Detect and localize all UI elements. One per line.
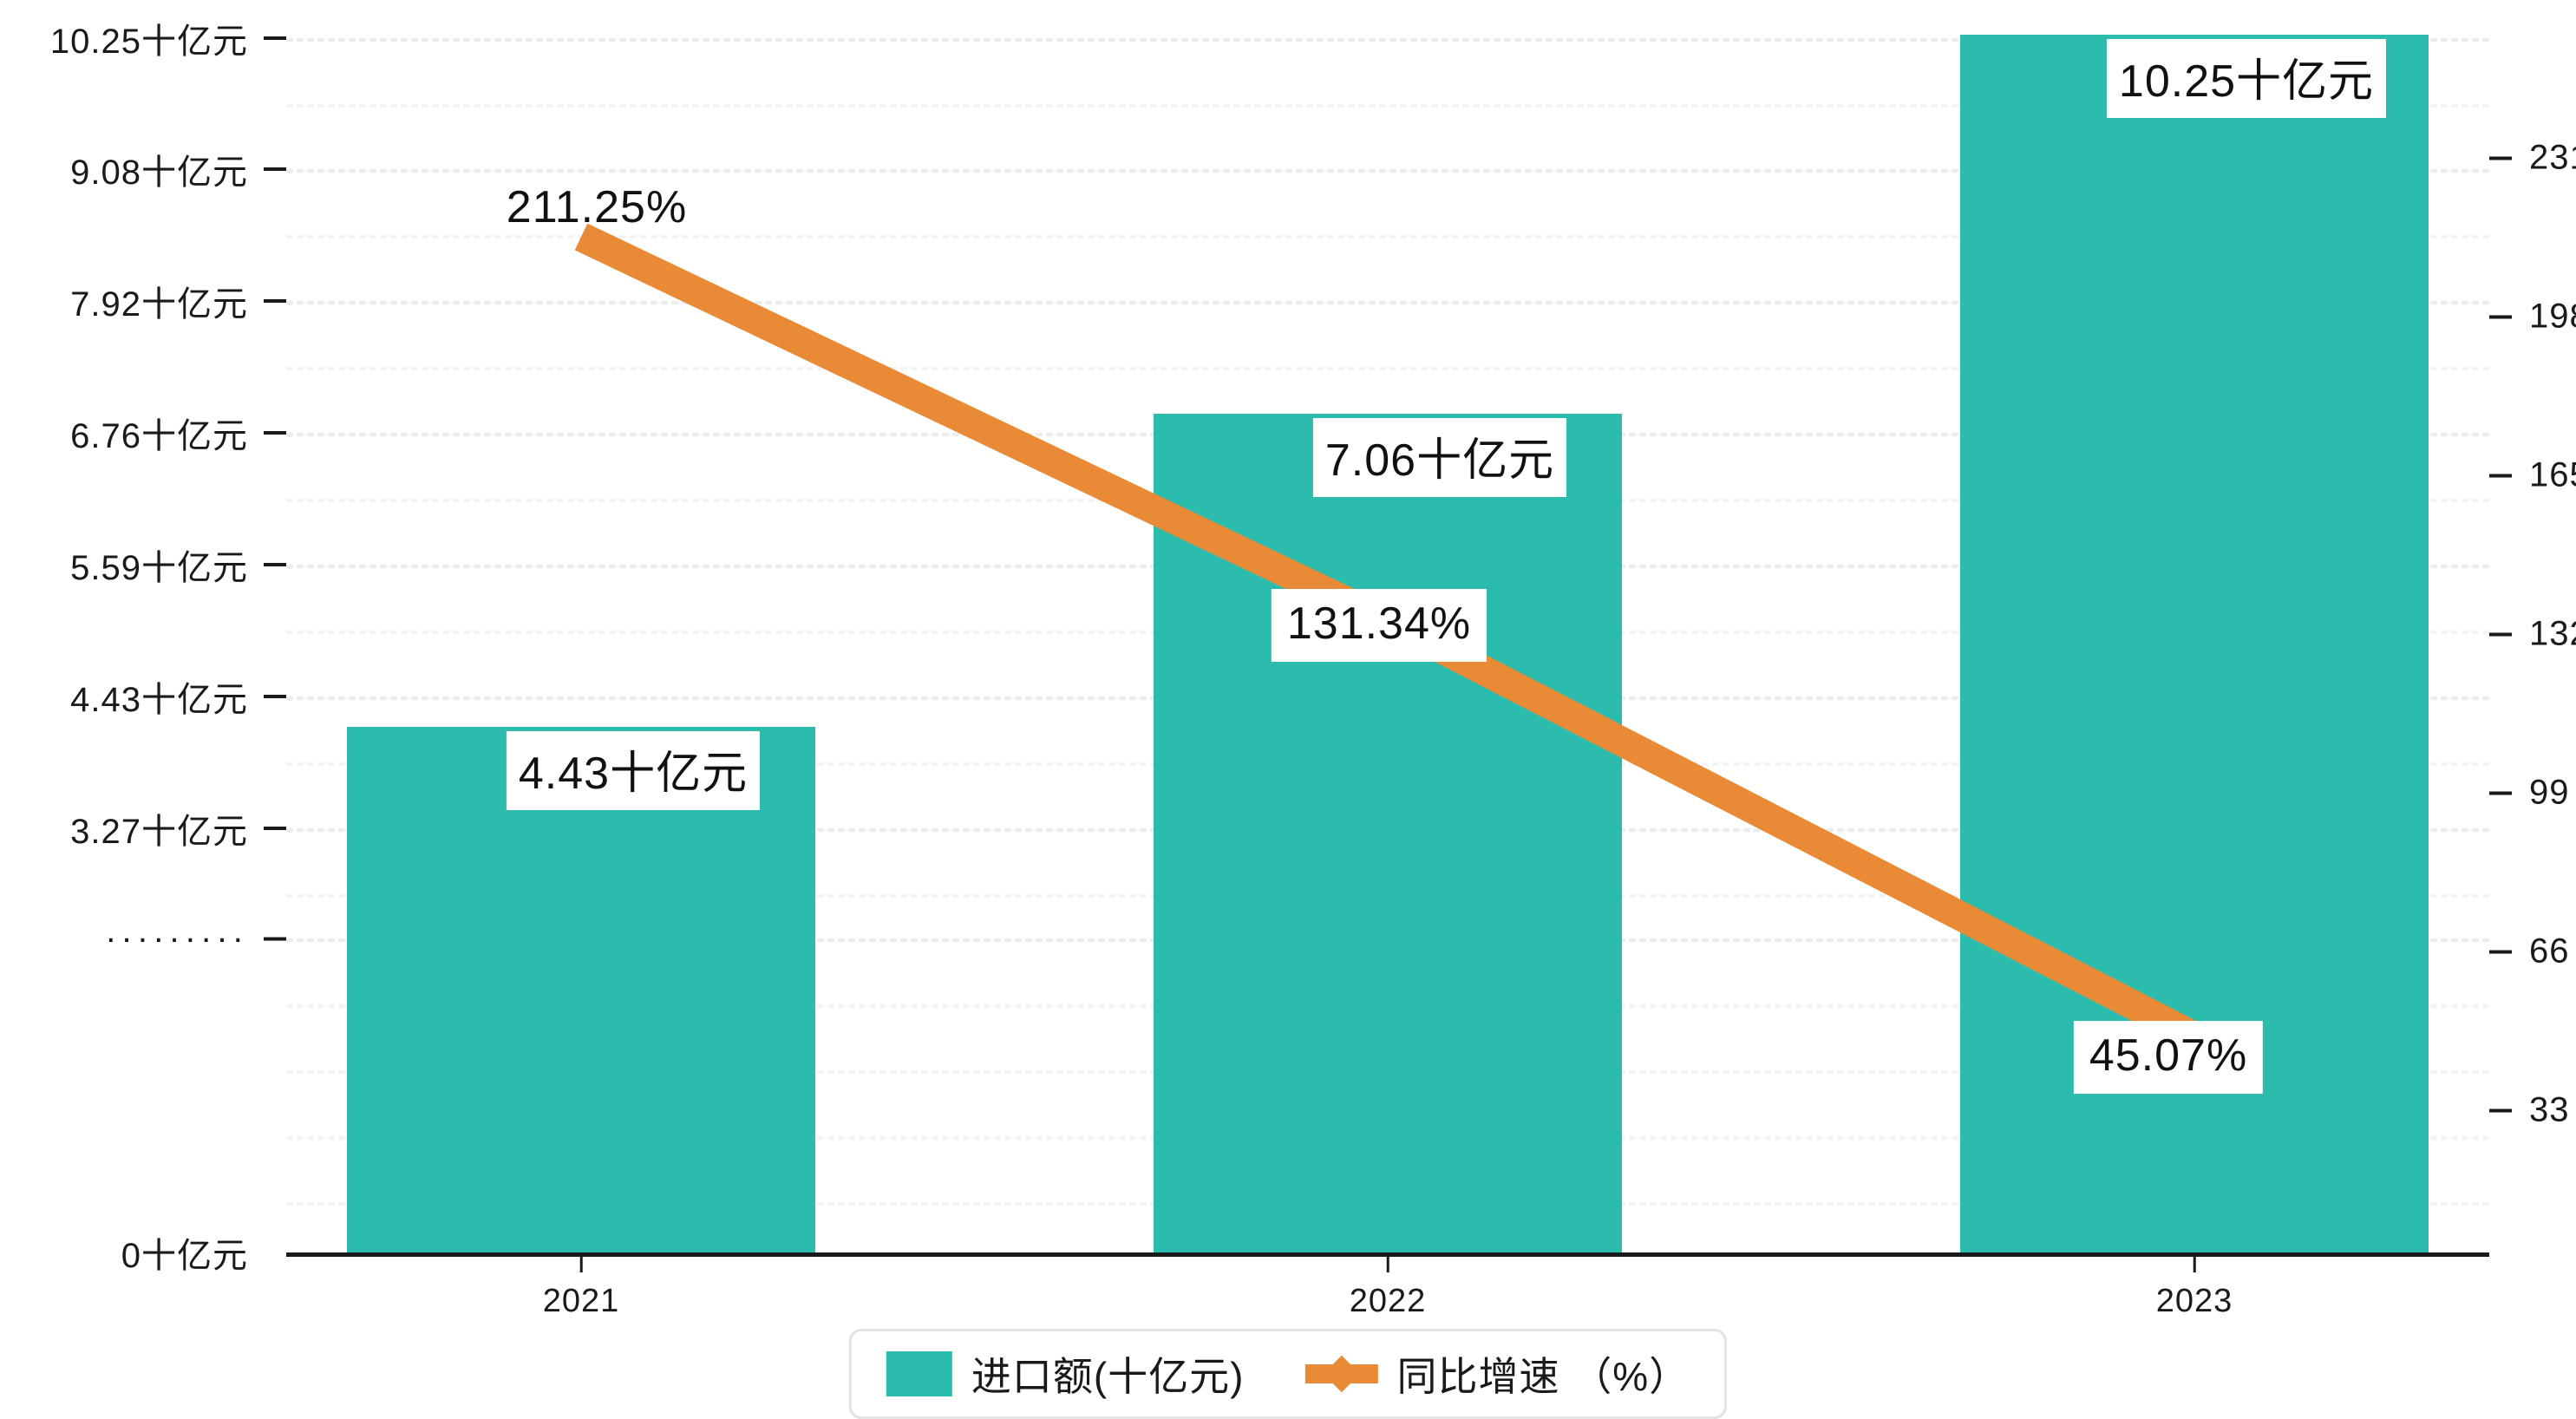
y-axis-left-tick: 10.25十亿元 <box>50 13 286 63</box>
gridline <box>286 301 2489 304</box>
y-axis-left-tick-label: 4.43十亿元 <box>70 681 248 719</box>
y-axis-left-tick-label: 0十亿元 <box>121 1237 248 1275</box>
line-value-label-2023: 45.07% <box>2073 1021 2264 1094</box>
x-axis-tick-2022: 2022 <box>1350 1257 1427 1320</box>
tick-dash-icon <box>264 431 286 435</box>
tick-dash-icon <box>2489 315 2512 318</box>
y-axis-left-tick-label: ········· <box>105 919 248 958</box>
y-axis-right-tick-label: 66 <box>2529 932 2570 971</box>
tick-dash-icon <box>2489 474 2512 477</box>
gridline-minor <box>286 104 2489 108</box>
y-axis-left-tick-ellipsis: ········· <box>105 919 286 958</box>
tick-dash-icon <box>264 299 286 303</box>
y-axis-right-tick: 198 <box>2489 298 2576 337</box>
tick-dash-icon <box>2489 156 2512 160</box>
y-axis-left-tick-label: 7.92十亿元 <box>70 285 248 324</box>
bar-value-label-2022: 7.06十亿元 <box>1312 418 1567 497</box>
tick-mark-icon <box>2193 1257 2196 1272</box>
y-axis-left: 10.25十亿元 9.08十亿元 7.92十亿元 6.76十亿元 5.59十亿元… <box>0 23 286 1275</box>
gridline-minor <box>286 367 2489 370</box>
x-axis-baseline <box>286 1252 2489 1257</box>
y-axis-left-tick: 4.43十亿元 <box>70 671 286 722</box>
tick-dash-icon <box>264 827 286 830</box>
x-axis-tick-2021: 2021 <box>543 1257 620 1320</box>
y-axis-left-tick: 7.92十亿元 <box>70 276 286 326</box>
y-axis-left-tick-label: 6.76十亿元 <box>70 417 248 455</box>
tick-dash-icon <box>264 563 286 566</box>
gridline-minor <box>286 235 2489 239</box>
line-value-label-2022: 131.34% <box>1271 589 1487 662</box>
legend-item-import-value[interactable]: 进口额(十亿元) <box>886 1345 1245 1403</box>
gridline <box>286 38 2489 42</box>
tick-dash-icon <box>264 937 286 940</box>
y-axis-right-tick-label: 132 <box>2529 614 2576 653</box>
x-axis-tick-2023: 2023 <box>2156 1257 2233 1320</box>
tick-dash-icon <box>264 1251 286 1254</box>
y-axis-left-tick-zero: 0十亿元 <box>121 1227 286 1278</box>
line-value-label-2021: 211.25% <box>506 182 688 232</box>
tick-dash-icon <box>2489 632 2512 636</box>
bar-value-label-2023: 10.25十亿元 <box>2106 39 2387 118</box>
plot-area <box>286 35 2489 1253</box>
x-axis-tick-label: 2022 <box>1349 1283 1427 1319</box>
legend-item-label: 进口额(十亿元) <box>971 1354 1245 1399</box>
tick-dash-icon <box>264 695 286 698</box>
y-axis-right-tick: 132 <box>2489 615 2576 654</box>
y-axis-left-tick: 5.59十亿元 <box>70 539 286 590</box>
y-axis-left-tick-label: 9.08十亿元 <box>70 154 248 192</box>
chart-legend: 进口额(十亿元) 同比增速 （%） <box>848 1329 1728 1419</box>
tick-dash-icon <box>264 36 286 40</box>
x-axis-tick-label: 2021 <box>542 1283 620 1319</box>
x-axis: 2021 2022 2023 <box>286 1257 2489 1335</box>
tick-mark-icon <box>579 1257 583 1272</box>
x-axis-tick-label: 2023 <box>2155 1283 2233 1319</box>
legend-item-growth-rate[interactable]: 同比增速 （%） <box>1304 1345 1690 1403</box>
gridline <box>286 169 2489 173</box>
bar-2021[interactable] <box>347 727 815 1253</box>
tick-dash-icon <box>2489 791 2512 795</box>
y-axis-right-tick: 231 <box>2489 139 2576 178</box>
y-axis-left-tick-label: 5.59十亿元 <box>70 549 248 587</box>
tick-dash-icon <box>2489 1108 2512 1112</box>
y-axis-left-tick-label: 3.27十亿元 <box>70 813 248 851</box>
y-axis-right-tick-label: 165 <box>2529 455 2576 494</box>
y-axis-right-tick-label: 99 <box>2529 773 2570 812</box>
y-axis-right-tick: 33 <box>2489 1091 2570 1130</box>
y-axis-right: 231 198 165 132 99 66 33 <box>2489 35 2576 1253</box>
y-axis-right-tick: 99 <box>2489 774 2570 813</box>
tick-mark-icon <box>1386 1257 1389 1272</box>
y-axis-right-tick: 165 <box>2489 456 2576 495</box>
y-axis-right-tick-label: 33 <box>2529 1090 2570 1129</box>
y-axis-left-tick: 9.08十亿元 <box>70 144 286 194</box>
tick-dash-icon <box>264 167 286 171</box>
legend-item-label: 同比增速 （%） <box>1396 1354 1690 1399</box>
y-axis-right-tick: 66 <box>2489 932 2570 971</box>
bar-swatch-icon <box>886 1351 952 1396</box>
y-axis-right-tick-label: 198 <box>2529 297 2576 336</box>
bar-value-label-2021: 4.43十亿元 <box>506 731 761 810</box>
tick-dash-icon <box>2489 950 2512 953</box>
y-axis-left-tick: 3.27十亿元 <box>70 803 286 853</box>
line-diamond-icon <box>1304 1355 1378 1393</box>
y-axis-left-tick: 6.76十亿元 <box>70 408 286 458</box>
y-axis-right-tick-label: 231 <box>2529 138 2576 177</box>
y-axis-left-tick-label: 10.25十亿元 <box>49 23 248 61</box>
